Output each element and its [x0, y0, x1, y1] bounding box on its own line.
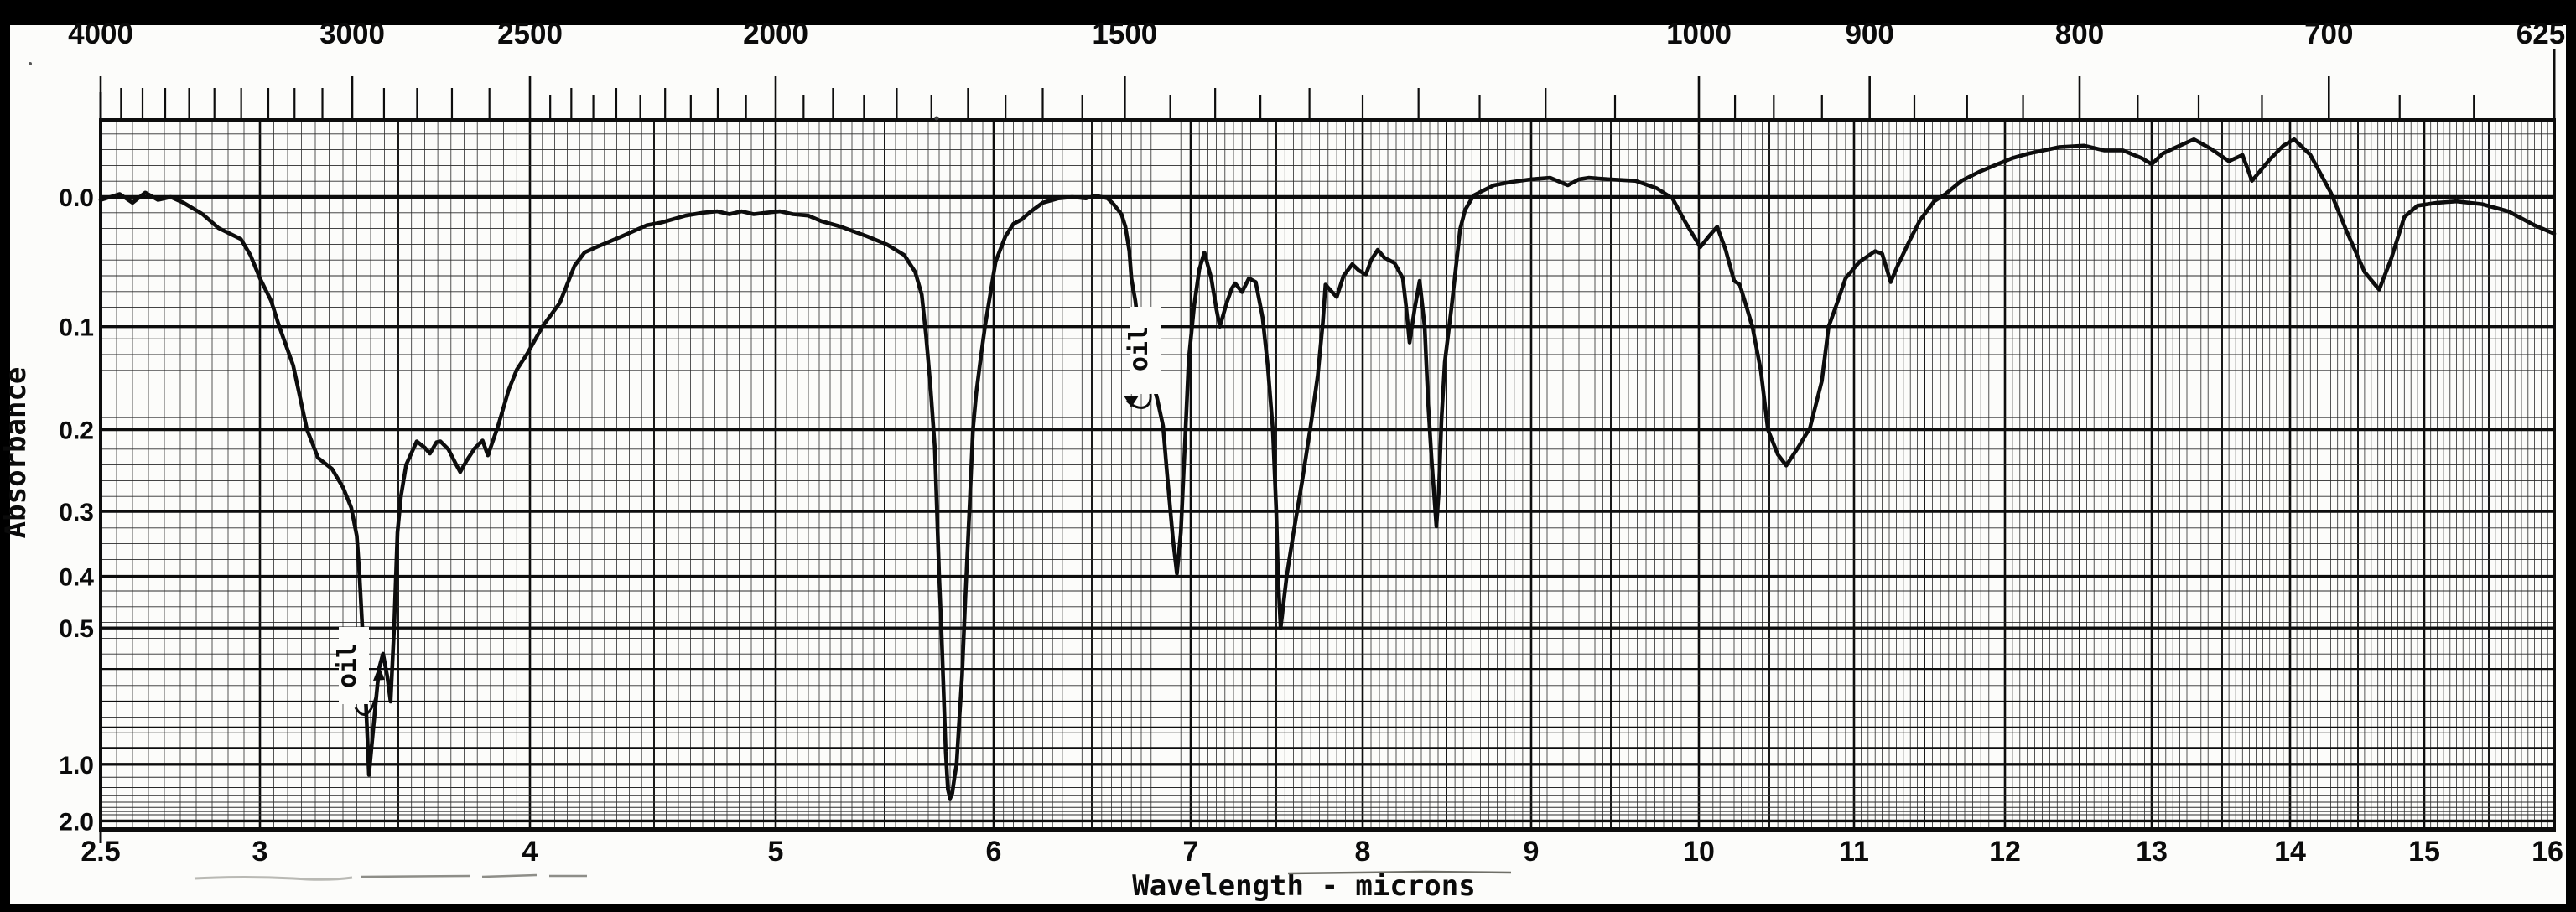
wavenumber-tick-label: 1000 [1666, 18, 1732, 50]
oil-label-1-box [339, 627, 369, 704]
micron-tick-label: 16 [2532, 836, 2563, 868]
bottom-micron-axis: 2.5 3 4 5 6 7 8 9 10 11 12 13 14 15 16 [80, 830, 2563, 868]
scan-smudges [29, 62, 1512, 881]
micron-tick-label: 14 [2274, 836, 2306, 868]
micron-tick-label: 9 [1524, 836, 1540, 868]
wavenumber-tick-label: 2000 [743, 18, 808, 50]
micron-tick-label: 5 [768, 836, 784, 868]
absorbance-axis: 0.0 0.1 0.2 0.3 0.4 0.5 1.0 2.0 [59, 184, 94, 836]
annotations: oil oil [333, 307, 1161, 716]
micron-tick-label: 8 [1355, 836, 1371, 868]
absorbance-tick-label: 0.0 [59, 184, 94, 212]
absorbance-tick-label: 0.1 [59, 314, 94, 342]
oil-arrowhead-1 [373, 666, 385, 681]
wavenumber-tick-label: 700 [2304, 18, 2353, 50]
absorbance-tick-label: 1.0 [59, 752, 94, 780]
oil-label-1: oil [333, 643, 362, 688]
y-axis-title: Absorbance [0, 367, 33, 539]
micron-tick-label: 7 [1183, 836, 1199, 868]
oil-label-2-box [1130, 307, 1161, 394]
wavenumber-tick-label: 900 [1845, 18, 1893, 50]
x-axis-title: Wavelength - microns [1132, 869, 1475, 903]
wavenumber-tick-label: 625 [2516, 18, 2565, 50]
oil-arrowhead-2 [1124, 396, 1139, 407]
plot-border [99, 49, 2556, 832]
spectrum-trace [98, 137, 2557, 801]
micron-tick-label: 10 [1683, 836, 1715, 868]
micron-tick-label: 3 [252, 836, 268, 868]
absorbance-tick-label: 2.0 [59, 808, 94, 836]
micron-tick-label: 15 [2408, 836, 2440, 868]
oil-label-2: oil [1124, 326, 1154, 371]
wavenumber-tick-label: 4000 [68, 18, 133, 50]
grid [100, 120, 2556, 830]
oil-arrow-1 [354, 675, 381, 716]
chart-paper [10, 25, 2566, 904]
wavenumber-tick-label: 800 [2055, 18, 2104, 50]
absorbance-tick-label: 0.4 [59, 564, 94, 592]
absorbance-tick-label: 0.5 [59, 615, 94, 643]
micron-tick-label: 12 [1989, 836, 2021, 868]
wavenumber-tick-label: 2500 [497, 18, 563, 50]
spectrum-curve [98, 137, 2557, 801]
top-wavenumber-axis: 4000 3000 2500 2000 1500 1000 900 800 700 625 [68, 18, 2565, 120]
absorbance-tick-label: 0.2 [59, 417, 94, 445]
micron-tick-label: 13 [2136, 836, 2168, 868]
micron-tick-label: 4 [522, 836, 538, 868]
micron-tick-label: 11 [1839, 836, 1869, 868]
wavenumber-tick-label: 3000 [319, 18, 385, 50]
wavenumber-tick-label: 1500 [1092, 18, 1157, 50]
absorbance-tick-label: 0.3 [59, 499, 94, 526]
micron-tick-label: 6 [986, 836, 1002, 868]
